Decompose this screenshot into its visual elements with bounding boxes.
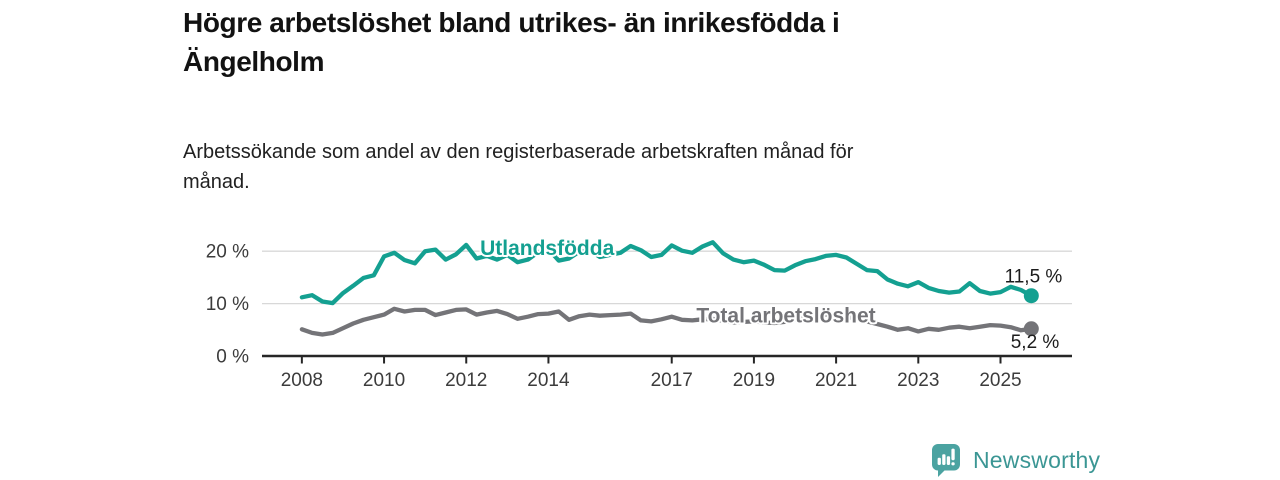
series-label-total: Total arbetslöshet xyxy=(696,304,875,327)
y-tick-label: 10 % xyxy=(206,294,249,315)
series-line-total xyxy=(299,306,1034,337)
page-title: Högre arbetslöshet bland utrikes- än inr… xyxy=(183,4,840,81)
page-subtitle-line-1: Arbetssökande som andel av den registerb… xyxy=(183,141,854,163)
brand-link[interactable]: Newsworthy xyxy=(931,443,1100,478)
y-tick-label: 0 % xyxy=(216,347,249,368)
value-label-utlandsfodda: 11,5 % xyxy=(1005,267,1063,288)
x-tick-label: 2019 xyxy=(733,370,775,391)
series-end-dot-utlandsfodda xyxy=(1023,288,1039,304)
x-tick-label: 2008 xyxy=(281,370,323,391)
page-title-line-1: Högre arbetslöshet bland utrikes- än inr… xyxy=(183,7,840,38)
x-tick-label: 2017 xyxy=(651,370,693,391)
series-label-utlandsfodda: Utlandsfödda xyxy=(480,237,614,260)
x-tick-label: 2010 xyxy=(363,370,405,391)
value-label-total: 5,2 % xyxy=(1011,332,1060,353)
page-title-line-2: Ängelholm xyxy=(183,45,325,77)
brand-logo-icon xyxy=(932,444,960,477)
x-tick-label: 2014 xyxy=(527,370,570,391)
x-tick-label: 2012 xyxy=(445,370,487,391)
page-subtitle: Arbetssökande som andel av den registerb… xyxy=(183,137,853,197)
brand-name: Newsworthy xyxy=(973,447,1101,473)
series-end-dot-total xyxy=(1023,321,1039,337)
x-tick-label: 2025 xyxy=(979,370,1021,391)
x-tick-label: 2023 xyxy=(897,370,939,391)
y-tick-label: 20 % xyxy=(206,242,249,263)
series-line-utlandsfodda xyxy=(299,240,1034,306)
page-subtitle-line-2: månad. xyxy=(183,171,250,193)
x-tick-label: 2021 xyxy=(815,370,857,391)
